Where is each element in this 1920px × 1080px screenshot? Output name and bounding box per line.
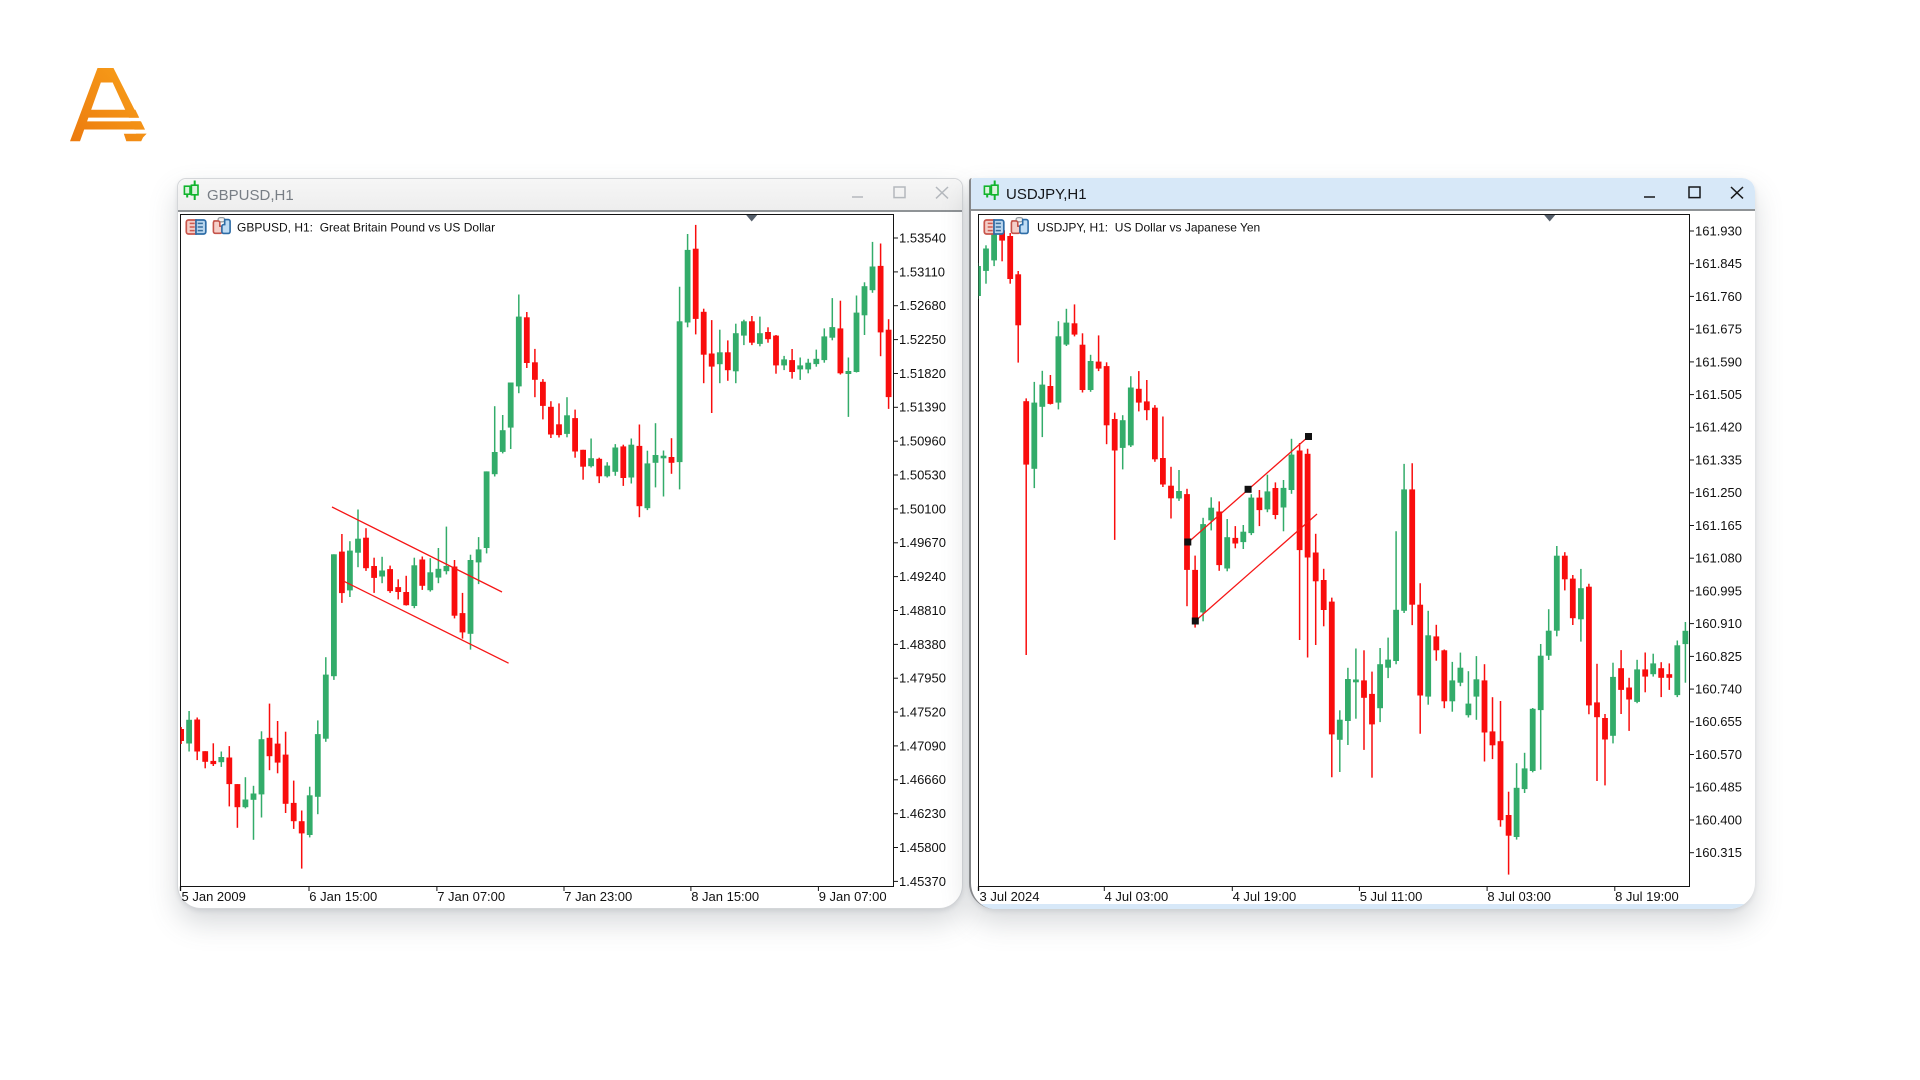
svg-text:161.335: 161.335 — [1695, 452, 1742, 467]
svg-text:1.46230: 1.46230 — [899, 806, 946, 821]
svg-text:1.48380: 1.48380 — [899, 637, 946, 652]
svg-text:160.655: 160.655 — [1695, 714, 1742, 729]
svg-text:161.845: 161.845 — [1695, 256, 1742, 271]
svg-text:160.400: 160.400 — [1695, 812, 1742, 827]
svg-text:5 Jan 2009: 5 Jan 2009 — [182, 889, 246, 904]
svg-text:1.51390: 1.51390 — [899, 400, 946, 415]
svg-text:1.46660: 1.46660 — [899, 772, 946, 787]
svg-text:161.420: 161.420 — [1695, 420, 1742, 435]
svg-text:1.50100: 1.50100 — [899, 501, 946, 516]
svg-text:6 Jan 15:00: 6 Jan 15:00 — [309, 889, 377, 904]
svg-text:3 Jul 2024: 3 Jul 2024 — [980, 889, 1040, 904]
svg-text:161.675: 161.675 — [1695, 322, 1742, 337]
svg-text:161.590: 161.590 — [1695, 354, 1742, 369]
svg-text:160.570: 160.570 — [1695, 747, 1742, 762]
svg-text:1.49240: 1.49240 — [899, 569, 946, 584]
svg-text:8 Jan 15:00: 8 Jan 15:00 — [691, 889, 759, 904]
svg-text:1.51820: 1.51820 — [899, 366, 946, 381]
svg-text:161.505: 161.505 — [1695, 387, 1742, 402]
svg-text:161.930: 161.930 — [1695, 223, 1742, 238]
svg-text:1.45800: 1.45800 — [899, 840, 946, 855]
svg-text:161.760: 161.760 — [1695, 289, 1742, 304]
svg-text:1.48810: 1.48810 — [899, 603, 946, 618]
svg-text:7 Jan 23:00: 7 Jan 23:00 — [564, 889, 632, 904]
svg-text:1.47090: 1.47090 — [899, 738, 946, 753]
svg-text:1.53540: 1.53540 — [899, 230, 946, 245]
svg-text:8 Jul 03:00: 8 Jul 03:00 — [1487, 889, 1551, 904]
svg-text:160.910: 160.910 — [1695, 616, 1742, 631]
svg-text:1.45370: 1.45370 — [899, 874, 946, 889]
svg-text:160.315: 160.315 — [1695, 845, 1742, 860]
svg-text:7 Jan 07:00: 7 Jan 07:00 — [437, 889, 505, 904]
svg-text:161.080: 161.080 — [1695, 551, 1742, 566]
svg-text:9 Jan 07:00: 9 Jan 07:00 — [819, 889, 887, 904]
svg-text:1.49670: 1.49670 — [899, 535, 946, 550]
svg-text:1.50960: 1.50960 — [899, 434, 946, 449]
svg-text:4 Jul 19:00: 4 Jul 19:00 — [1233, 889, 1297, 904]
svg-text:4 Jul 03:00: 4 Jul 03:00 — [1105, 889, 1169, 904]
svg-text:8 Jul 19:00: 8 Jul 19:00 — [1615, 889, 1679, 904]
svg-text:1.53110: 1.53110 — [899, 264, 945, 279]
svg-text:1.52680: 1.52680 — [899, 298, 946, 313]
svg-text:160.825: 160.825 — [1695, 649, 1742, 664]
svg-text:5 Jul 11:00: 5 Jul 11:00 — [1360, 889, 1423, 904]
svg-text:1.47950: 1.47950 — [899, 671, 946, 686]
svg-text:161.165: 161.165 — [1695, 518, 1742, 533]
svg-text:160.995: 160.995 — [1695, 583, 1742, 598]
svg-text:160.485: 160.485 — [1695, 780, 1742, 795]
svg-text:USDJPY, H1: US Dollar vs Japa: USDJPY, H1: US Dollar vs Japanese Yen — [1037, 221, 1260, 235]
svg-text:160.740: 160.740 — [1695, 682, 1742, 697]
svg-text:161.250: 161.250 — [1695, 485, 1742, 500]
svg-text:1.47520: 1.47520 — [899, 705, 946, 720]
svg-text:GBPUSD, H1: Great Britain Pou: GBPUSD, H1: Great Britain Pound vs US Do… — [237, 221, 495, 235]
svg-text:1.52250: 1.52250 — [899, 332, 946, 347]
svg-text:1.50530: 1.50530 — [899, 467, 946, 482]
